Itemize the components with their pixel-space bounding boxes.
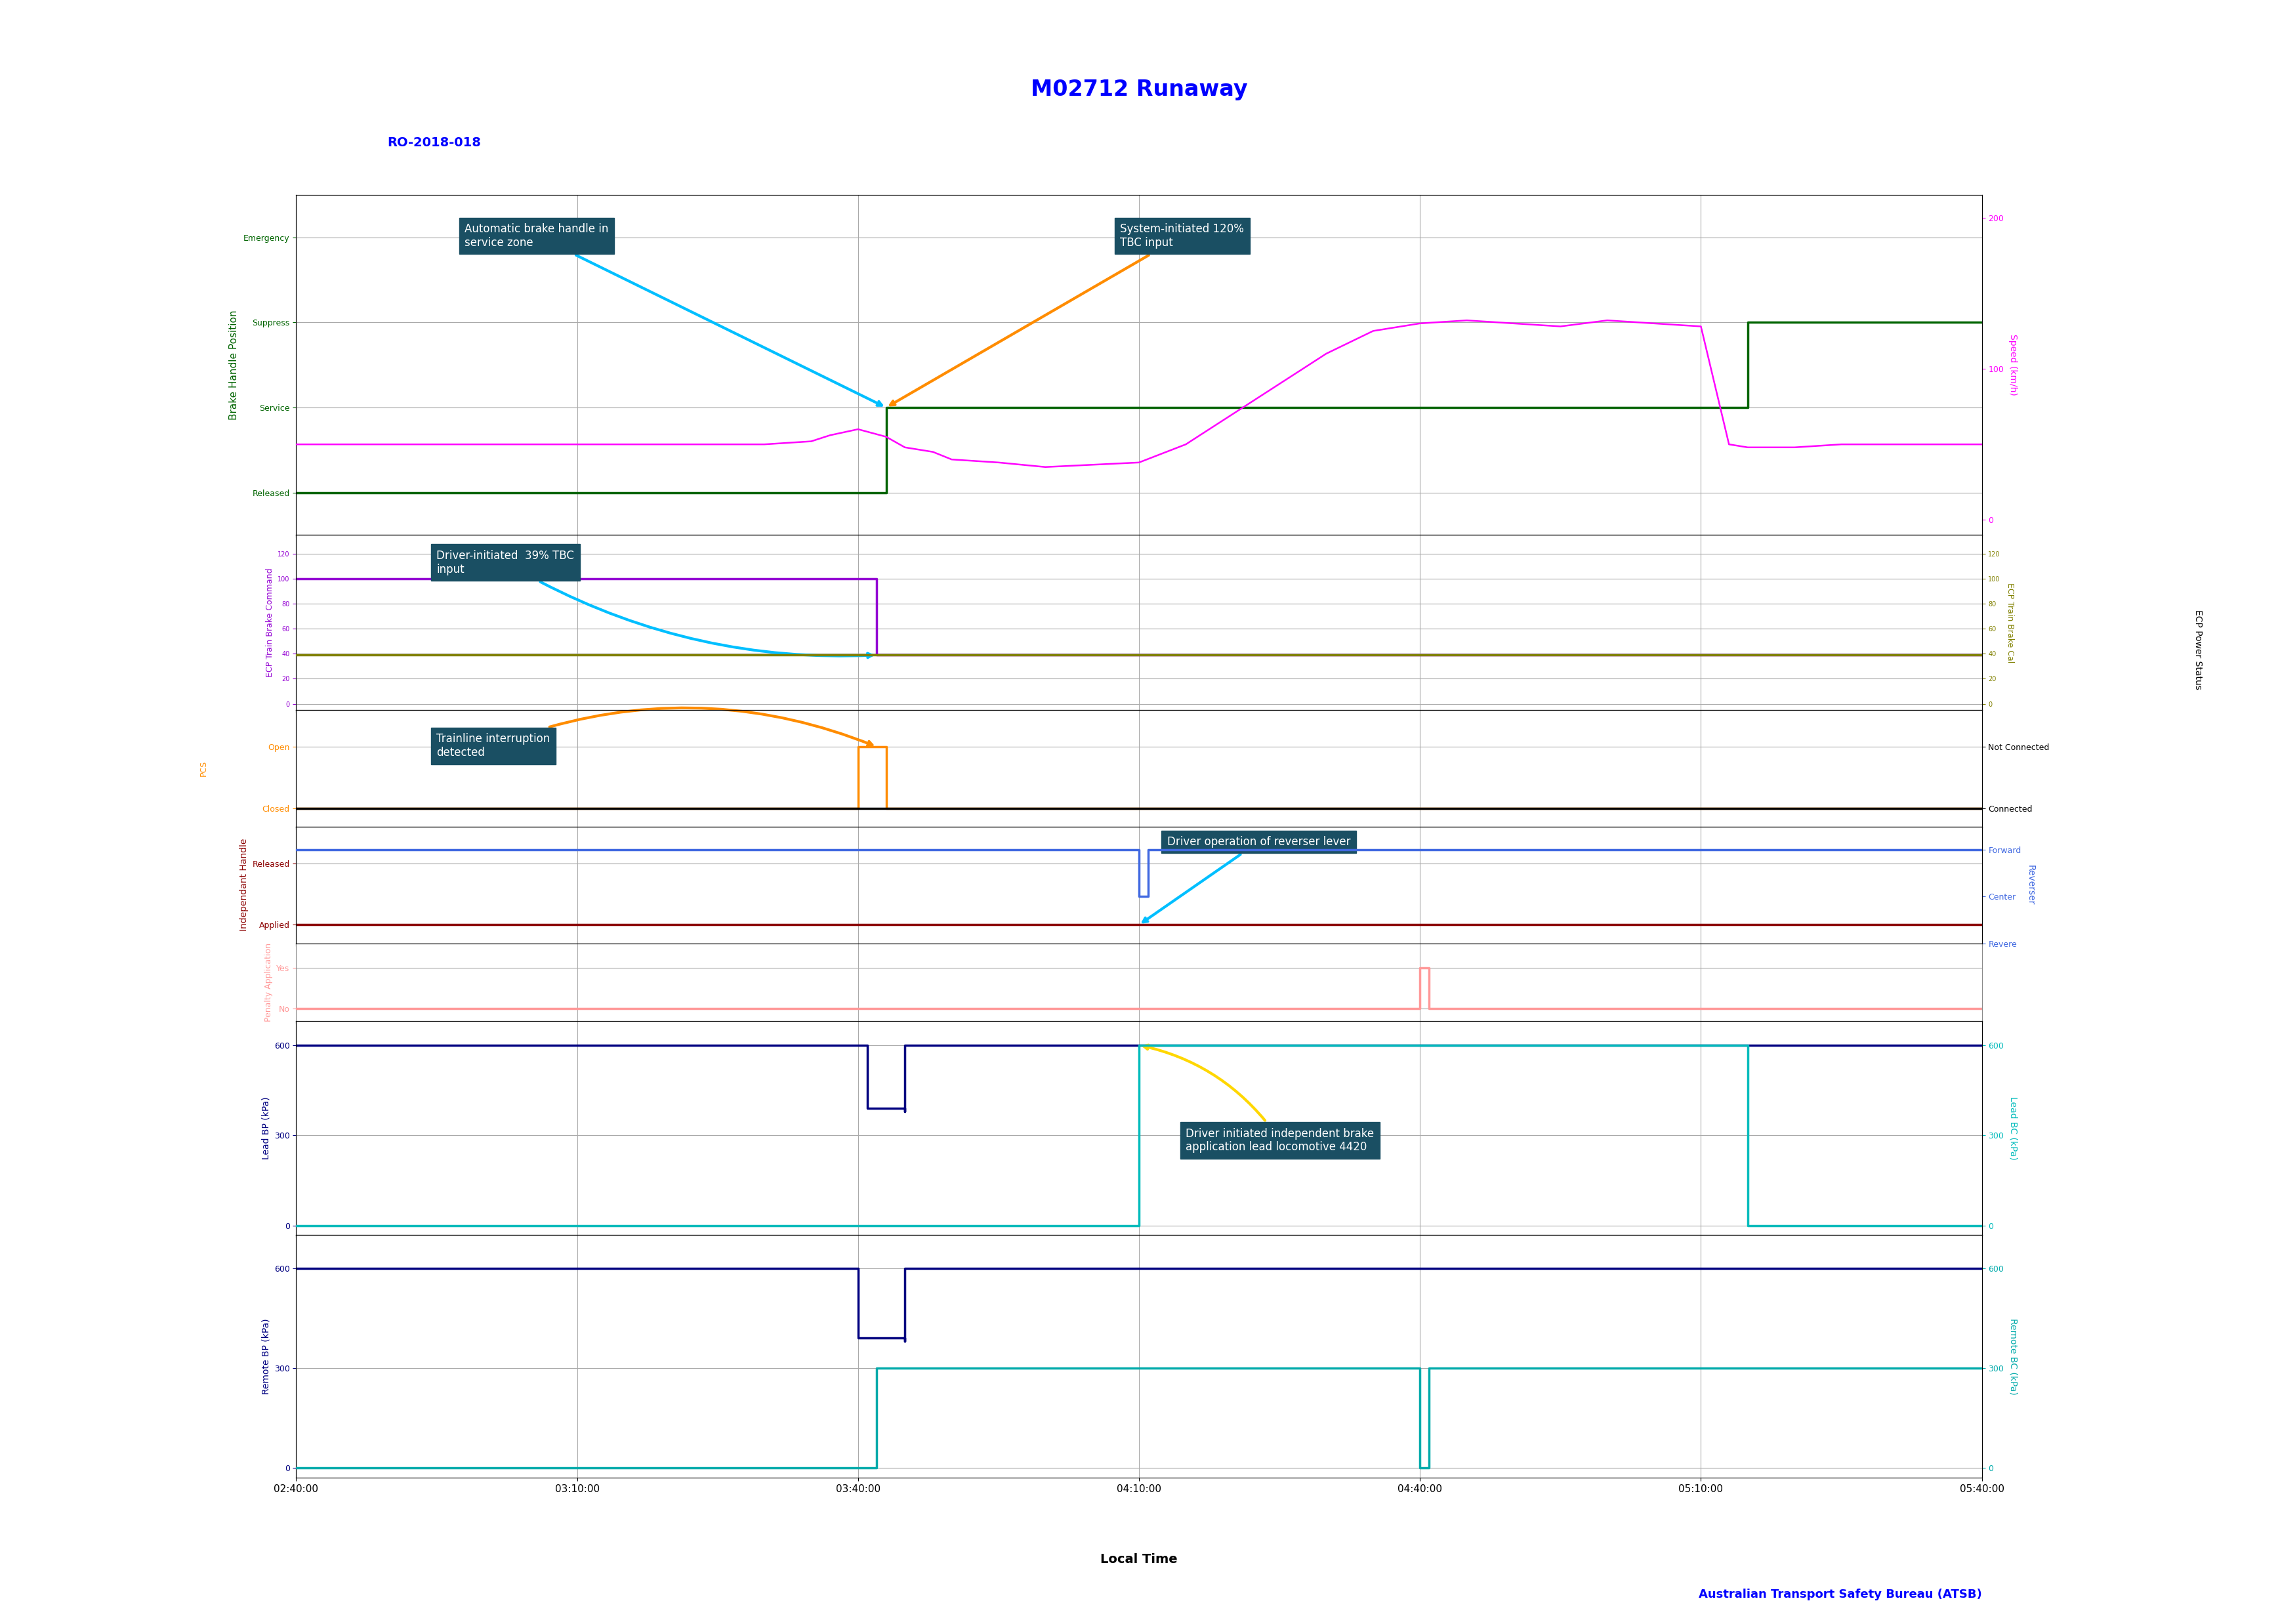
Text: Local Time: Local Time bbox=[1100, 1553, 1178, 1566]
Text: Trainline interruption
detected: Trainline interruption detected bbox=[437, 708, 872, 758]
Y-axis label: Remote BP (kPa): Remote BP (kPa) bbox=[262, 1319, 271, 1395]
Y-axis label: Lead BP (kPa): Lead BP (kPa) bbox=[262, 1096, 271, 1160]
Y-axis label: Penalty Application: Penalty Application bbox=[264, 944, 273, 1021]
Text: Driver-initiated  39% TBC
input: Driver-initiated 39% TBC input bbox=[437, 549, 872, 658]
Text: ECP Power Status: ECP Power Status bbox=[2194, 609, 2203, 690]
Text: M02712 Runaway: M02712 Runaway bbox=[1030, 78, 1248, 101]
Text: Driver initiated independent brake
application lead locomotive 4420: Driver initiated independent brake appli… bbox=[1144, 1044, 1374, 1153]
Y-axis label: Remote BC (kPa): Remote BC (kPa) bbox=[2009, 1319, 2018, 1395]
Y-axis label: ECP Train Brake Cal: ECP Train Brake Cal bbox=[2005, 583, 2014, 663]
Y-axis label: Brake Handle Position: Brake Handle Position bbox=[230, 310, 239, 421]
Y-axis label: Independant Handle: Independant Handle bbox=[239, 838, 248, 931]
Text: Automatic brake handle in
service zone: Automatic brake handle in service zone bbox=[465, 222, 882, 406]
Text: PCS: PCS bbox=[198, 760, 207, 776]
Y-axis label: Speed (km/h): Speed (km/h) bbox=[2009, 335, 2018, 396]
Text: System-initiated 120%
TBC input: System-initiated 120% TBC input bbox=[891, 222, 1244, 404]
Text: Driver operation of reverser lever: Driver operation of reverser lever bbox=[1144, 836, 1351, 922]
Y-axis label: Reverser: Reverser bbox=[2025, 866, 2034, 905]
Text: RO-2018-018: RO-2018-018 bbox=[387, 136, 481, 149]
Y-axis label: ECP Train Brake Command: ECP Train Brake Command bbox=[267, 568, 273, 677]
Y-axis label: Lead BC (kPa): Lead BC (kPa) bbox=[2009, 1096, 2018, 1160]
Text: Australian Transport Safety Bureau (ATSB): Australian Transport Safety Bureau (ATSB… bbox=[1699, 1588, 1982, 1601]
